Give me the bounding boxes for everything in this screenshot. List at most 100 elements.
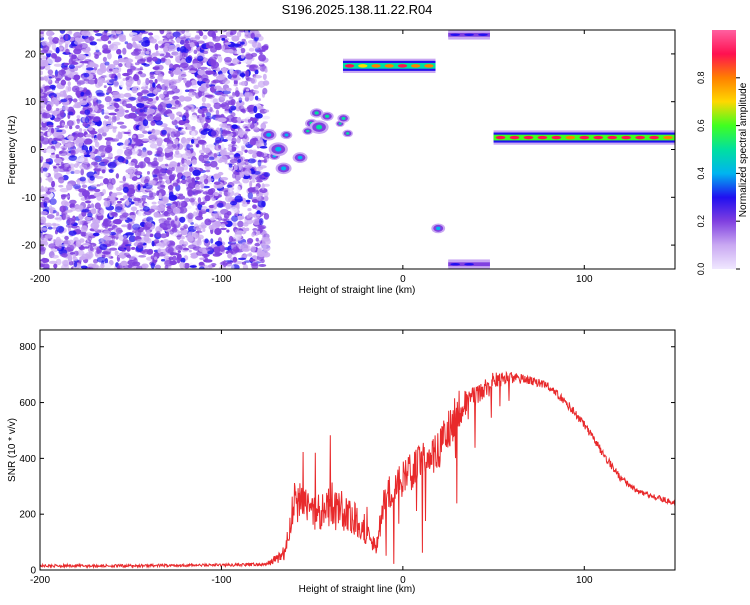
spectrogram-cell bbox=[194, 223, 199, 228]
spectrogram-cell bbox=[125, 155, 132, 160]
spectrogram-blob-core bbox=[284, 133, 289, 137]
spectrogram-cell bbox=[137, 199, 142, 203]
spectrogram-cell bbox=[121, 253, 125, 260]
spectrogram-cell bbox=[257, 250, 266, 258]
spectrogram-cell bbox=[60, 98, 68, 103]
spectrogram-cell bbox=[210, 129, 219, 137]
spectrogram-cell bbox=[73, 40, 82, 45]
spectrogram-cell bbox=[232, 256, 238, 263]
spectrogram-cell bbox=[165, 96, 169, 100]
spectrogram-cell bbox=[148, 79, 154, 84]
spectrogram-cell bbox=[107, 227, 114, 231]
spectrogram-cell bbox=[59, 110, 65, 116]
spectrogram-cell bbox=[94, 45, 98, 51]
spectrogram-cell bbox=[150, 120, 156, 126]
spectrogram-cell bbox=[48, 205, 53, 210]
spectrogram-cell bbox=[79, 238, 85, 243]
spectrogram-cell bbox=[222, 260, 227, 268]
spectrogram-cell bbox=[44, 222, 53, 227]
spectrogram-cell bbox=[220, 223, 226, 228]
colorbar-tick-label: 0.6 bbox=[696, 119, 706, 132]
spectrogram-cell bbox=[130, 65, 136, 71]
spectrogram-band-core bbox=[537, 135, 548, 140]
spectrogram-cell bbox=[107, 40, 112, 45]
spectrogram-cell bbox=[131, 135, 136, 139]
spectrogram-cell bbox=[110, 30, 115, 35]
spectrogram-cell bbox=[73, 31, 82, 39]
spectrogram-cell bbox=[191, 130, 196, 137]
spectrogram-cell bbox=[244, 31, 250, 39]
spectrogram-cell bbox=[238, 131, 244, 138]
spectrogram-cell bbox=[156, 183, 160, 187]
spectrogram-cell bbox=[196, 224, 203, 231]
spectrogram-cell bbox=[231, 146, 237, 152]
spectrogram-cell bbox=[183, 224, 189, 230]
spectrogram-cell bbox=[55, 236, 61, 244]
spectrogram-y-tick-label: 10 bbox=[25, 97, 37, 108]
spectrogram-band-core bbox=[663, 135, 673, 140]
spectrogram-cell bbox=[103, 178, 110, 185]
spectrogram-cell bbox=[207, 219, 217, 223]
spectrogram-cell bbox=[171, 88, 180, 94]
spectrogram-cell bbox=[42, 167, 48, 172]
spectrogram-cell bbox=[83, 72, 90, 78]
spectrogram-cell bbox=[253, 74, 263, 79]
spectrogram-cell bbox=[153, 211, 160, 218]
spectrogram-cell bbox=[100, 208, 105, 216]
spectrogram-cell bbox=[172, 182, 179, 187]
spectrogram-cell bbox=[222, 90, 231, 95]
spectrogram-cell bbox=[195, 143, 200, 148]
spectrogram-cell bbox=[247, 241, 253, 245]
spectrogram-cell bbox=[118, 63, 123, 68]
spectrogram-cell bbox=[189, 166, 194, 173]
spectrogram-cell bbox=[229, 77, 238, 81]
spectrogram-cell bbox=[198, 211, 203, 218]
spectrogram-cell bbox=[94, 188, 101, 193]
spectrogram-cell bbox=[119, 125, 127, 129]
spectrogram-cell bbox=[226, 95, 236, 98]
spectrogram-cell bbox=[149, 72, 155, 77]
spectrogram-cell bbox=[122, 47, 127, 55]
spectrogram-cell bbox=[242, 264, 249, 269]
spectrogram-cell bbox=[65, 48, 70, 55]
spectrogram-cell bbox=[108, 112, 118, 116]
spectrogram-cell bbox=[114, 75, 118, 81]
spectrogram-cell bbox=[223, 49, 232, 53]
spectrogram-cell bbox=[147, 131, 152, 135]
spectrogram-x-label: Height of straight line (km) bbox=[299, 285, 416, 296]
spectrogram-cell bbox=[111, 199, 116, 206]
spectrogram-cell bbox=[80, 265, 88, 269]
spectrogram-cell bbox=[257, 159, 262, 167]
spectrogram-cell bbox=[108, 100, 115, 106]
spectrogram-cell bbox=[146, 108, 156, 114]
spectrogram-cell bbox=[81, 225, 88, 233]
spectrogram-cell bbox=[148, 32, 154, 36]
spectrogram-cell bbox=[180, 179, 188, 185]
spectrogram-cell bbox=[78, 188, 87, 193]
spectrogram-cell bbox=[217, 144, 222, 149]
spectrogram-cell bbox=[188, 244, 197, 249]
spectrogram-cell bbox=[52, 37, 60, 44]
spectrogram-cell bbox=[47, 124, 54, 128]
spectrogram-cell bbox=[64, 235, 69, 241]
spectrogram-cell bbox=[213, 102, 222, 110]
spectrogram-cell bbox=[223, 56, 232, 63]
spectrogram-band-core bbox=[551, 135, 562, 140]
spectrogram-cell bbox=[175, 150, 180, 155]
spectrogram-cell bbox=[138, 124, 146, 132]
spectrogram-cell bbox=[53, 63, 63, 67]
spectrogram-cell bbox=[112, 127, 117, 133]
spectrogram-cell bbox=[254, 113, 263, 119]
spectrogram-cell bbox=[69, 199, 77, 205]
spectrogram-cell bbox=[195, 176, 200, 181]
spectrogram-cell bbox=[137, 183, 141, 191]
spectrogram-cell bbox=[109, 247, 118, 251]
spectrogram-cell bbox=[44, 234, 54, 239]
spectrogram-cell bbox=[225, 87, 232, 92]
spectrogram-cell bbox=[126, 68, 132, 73]
spectrogram-y-ticks: 20 10 0 -10 -20 bbox=[22, 49, 675, 252]
spectrogram-cell bbox=[104, 61, 110, 66]
spectrogram-cell bbox=[213, 152, 218, 158]
spectrogram-band-core bbox=[478, 33, 488, 36]
spectrogram-cell bbox=[199, 201, 206, 206]
